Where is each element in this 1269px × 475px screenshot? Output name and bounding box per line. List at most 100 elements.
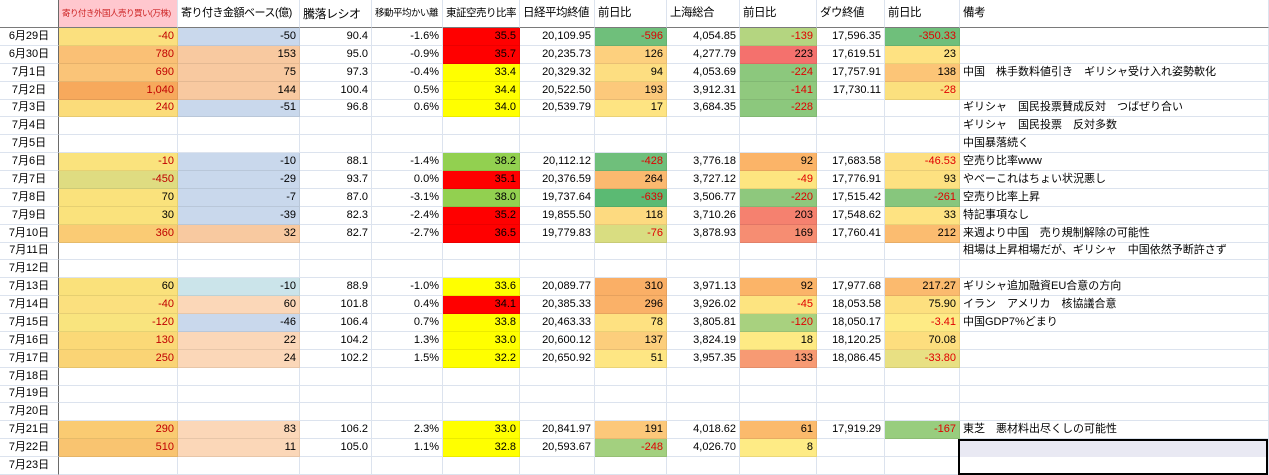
cell-value[interactable]: 19,779.83 bbox=[520, 224, 595, 243]
header-col-amount-base[interactable]: 寄り付き金額ベース(億) bbox=[178, 0, 300, 28]
cell-value[interactable] bbox=[300, 135, 372, 154]
cell-note[interactable] bbox=[960, 439, 1269, 457]
cell-value[interactable]: -224 bbox=[740, 63, 817, 82]
cell-value[interactable]: -450 bbox=[59, 171, 178, 189]
cell-value[interactable]: 3,824.19 bbox=[667, 331, 740, 350]
cell-value[interactable]: 83 bbox=[178, 421, 300, 440]
cell-value[interactable]: 17,596.35 bbox=[817, 28, 885, 46]
cell-value[interactable]: 0.5% bbox=[372, 81, 443, 100]
cell-value[interactable]: 510 bbox=[59, 439, 178, 457]
cell-note[interactable]: やべーこれはちょい状況悪し bbox=[960, 171, 1269, 189]
cell-value[interactable]: 0.4% bbox=[372, 296, 443, 314]
cell-value[interactable]: 88.1 bbox=[300, 153, 372, 171]
cell-date[interactable]: 7月13日 bbox=[0, 278, 59, 297]
cell-value[interactable]: 97.3 bbox=[300, 63, 372, 82]
cell-note[interactable] bbox=[960, 260, 1269, 279]
cell-value[interactable]: 223 bbox=[740, 45, 817, 64]
cell-value[interactable]: 0.7% bbox=[372, 314, 443, 332]
cell-value[interactable]: 70 bbox=[59, 188, 178, 207]
cell-value[interactable] bbox=[178, 385, 300, 404]
cell-value[interactable]: 34.0 bbox=[443, 99, 520, 118]
cell-value[interactable]: 3,727.12 bbox=[667, 171, 740, 189]
cell-value[interactable] bbox=[667, 403, 740, 422]
cell-value[interactable] bbox=[520, 403, 595, 422]
cell-value[interactable]: -167 bbox=[885, 421, 960, 440]
cell-value[interactable]: -1.0% bbox=[372, 278, 443, 297]
cell-value[interactable]: 20,385.33 bbox=[520, 296, 595, 314]
cell-value[interactable]: 34.1 bbox=[443, 296, 520, 314]
cell-value[interactable]: 20,600.12 bbox=[520, 331, 595, 350]
cell-value[interactable]: -10 bbox=[178, 278, 300, 297]
cell-value[interactable]: 101.8 bbox=[300, 296, 372, 314]
cell-value[interactable] bbox=[817, 242, 885, 261]
cell-value[interactable] bbox=[372, 117, 443, 136]
cell-value[interactable]: 51 bbox=[595, 349, 667, 368]
cell-value[interactable] bbox=[740, 403, 817, 422]
cell-value[interactable]: 310 bbox=[595, 278, 667, 297]
cell-note[interactable]: 空売り比率www bbox=[960, 153, 1269, 171]
cell-value[interactable]: 33.8 bbox=[443, 314, 520, 332]
cell-value[interactable] bbox=[885, 403, 960, 422]
cell-value[interactable] bbox=[520, 457, 595, 475]
cell-note[interactable] bbox=[960, 81, 1269, 100]
cell-value[interactable] bbox=[443, 403, 520, 422]
cell-value[interactable]: 137 bbox=[595, 331, 667, 350]
cell-value[interactable]: 95.0 bbox=[300, 45, 372, 64]
cell-value[interactable]: 17 bbox=[595, 99, 667, 118]
cell-value[interactable]: 193 bbox=[595, 81, 667, 100]
cell-value[interactable]: -261 bbox=[885, 188, 960, 207]
cell-value[interactable]: 104.2 bbox=[300, 331, 372, 350]
cell-note[interactable] bbox=[960, 349, 1269, 368]
cell-value[interactable] bbox=[59, 242, 178, 261]
cell-value[interactable] bbox=[817, 99, 885, 118]
cell-value[interactable]: 22 bbox=[178, 331, 300, 350]
cell-value[interactable]: 93 bbox=[885, 171, 960, 189]
cell-value[interactable]: -3.41 bbox=[885, 314, 960, 332]
cell-value[interactable]: 20,112.12 bbox=[520, 153, 595, 171]
cell-value[interactable]: 8 bbox=[740, 439, 817, 457]
cell-note[interactable]: 特記事項なし bbox=[960, 206, 1269, 225]
cell-value[interactable]: 18 bbox=[740, 331, 817, 350]
cell-date[interactable]: 7月6日 bbox=[0, 153, 59, 171]
cell-value[interactable] bbox=[372, 367, 443, 386]
cell-date[interactable]: 7月1日 bbox=[0, 63, 59, 82]
cell-value[interactable] bbox=[740, 135, 817, 154]
cell-date[interactable]: 7月17日 bbox=[0, 349, 59, 368]
cell-value[interactable]: 35.2 bbox=[443, 206, 520, 225]
cell-value[interactable] bbox=[59, 260, 178, 279]
cell-value[interactable]: 3,684.35 bbox=[667, 99, 740, 118]
cell-value[interactable]: 30 bbox=[59, 206, 178, 225]
cell-value[interactable] bbox=[520, 367, 595, 386]
cell-value[interactable]: -33.80 bbox=[885, 349, 960, 368]
cell-value[interactable]: 19,737.64 bbox=[520, 188, 595, 207]
cell-value[interactable]: 60 bbox=[59, 278, 178, 297]
cell-value[interactable]: 20,376.59 bbox=[520, 171, 595, 189]
cell-value[interactable] bbox=[520, 242, 595, 261]
cell-value[interactable] bbox=[300, 242, 372, 261]
cell-value[interactable]: 250 bbox=[59, 349, 178, 368]
cell-date[interactable]: 7月8日 bbox=[0, 188, 59, 207]
cell-value[interactable] bbox=[520, 135, 595, 154]
cell-note[interactable] bbox=[960, 403, 1269, 422]
cell-value[interactable]: -40 bbox=[59, 296, 178, 314]
cell-value[interactable]: 153 bbox=[178, 45, 300, 64]
cell-value[interactable] bbox=[178, 403, 300, 422]
cell-value[interactable] bbox=[667, 367, 740, 386]
cell-value[interactable]: 20,841.97 bbox=[520, 421, 595, 440]
cell-value[interactable] bbox=[300, 367, 372, 386]
cell-value[interactable] bbox=[817, 439, 885, 457]
header-corner[interactable] bbox=[0, 0, 59, 28]
cell-value[interactable]: 138 bbox=[885, 63, 960, 82]
cell-value[interactable]: -120 bbox=[59, 314, 178, 332]
cell-value[interactable]: 75.90 bbox=[885, 296, 960, 314]
cell-value[interactable]: 96.8 bbox=[300, 99, 372, 118]
cell-note[interactable]: 空売り比率上昇 bbox=[960, 188, 1269, 207]
cell-date[interactable]: 7月9日 bbox=[0, 206, 59, 225]
cell-value[interactable]: 20,650.92 bbox=[520, 349, 595, 368]
cell-value[interactable]: 20,539.79 bbox=[520, 99, 595, 118]
cell-value[interactable]: 33.4 bbox=[443, 63, 520, 82]
cell-value[interactable]: 20,109.95 bbox=[520, 28, 595, 46]
cell-value[interactable] bbox=[59, 457, 178, 475]
cell-value[interactable]: -49 bbox=[740, 171, 817, 189]
cell-value[interactable] bbox=[178, 242, 300, 261]
